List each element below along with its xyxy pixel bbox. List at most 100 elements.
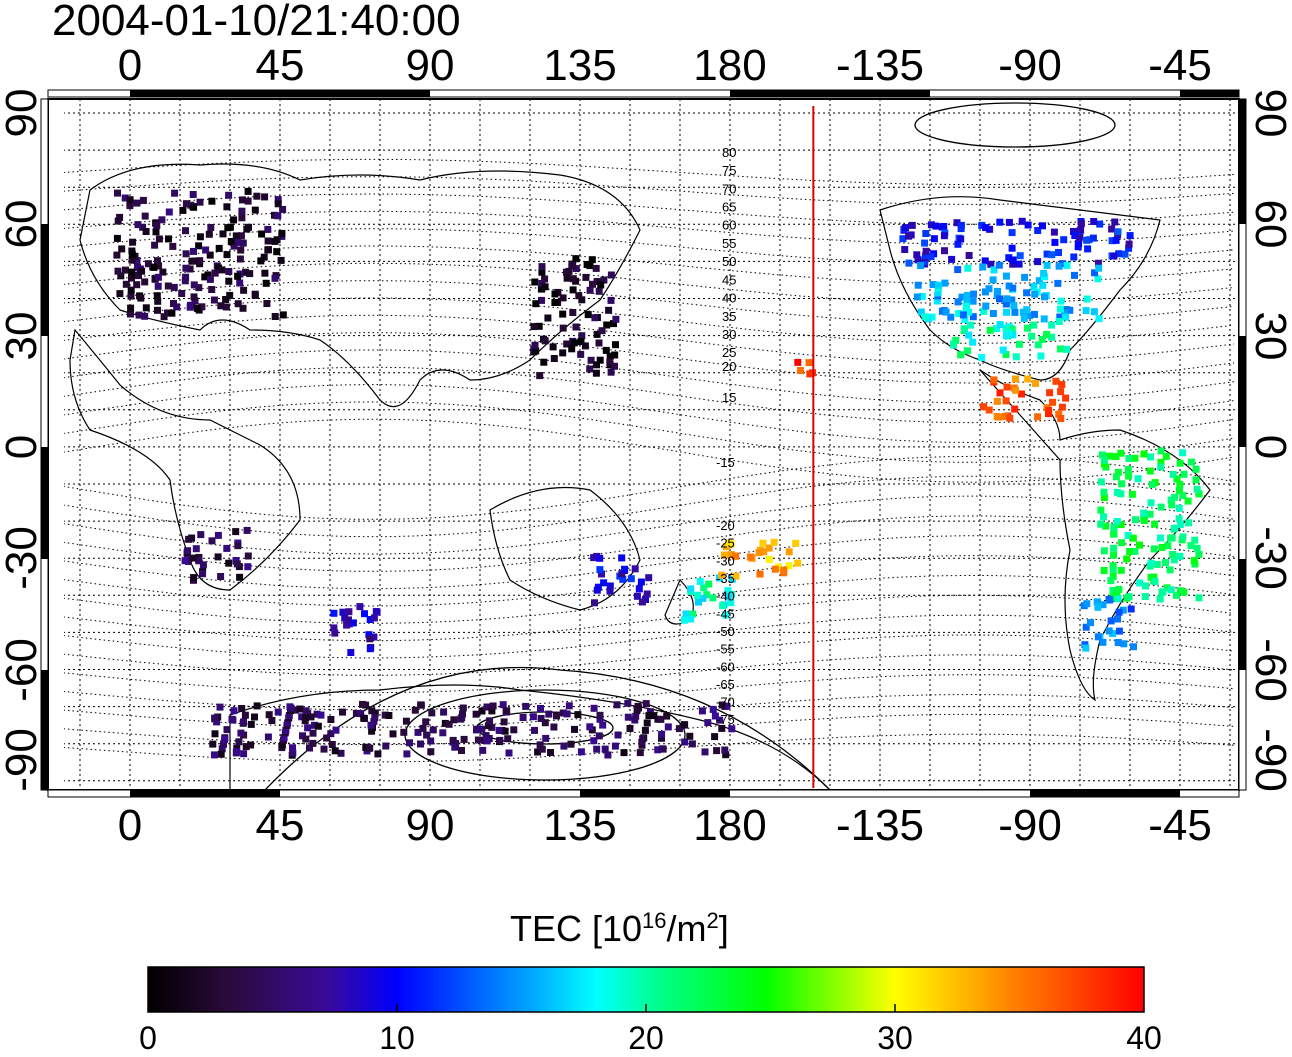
tec-cell <box>1191 536 1199 544</box>
tec-cell <box>345 616 352 624</box>
tec-cell <box>1136 541 1143 549</box>
tec-cell <box>1089 234 1097 242</box>
tec-cell <box>1125 455 1133 462</box>
tec-cell <box>551 299 559 306</box>
tec-cell <box>645 574 653 582</box>
tec-cell <box>1009 331 1017 339</box>
tec-cell <box>1180 470 1188 478</box>
tec-cell <box>247 720 255 728</box>
tec-cell <box>191 297 199 305</box>
tec-cell <box>313 710 321 718</box>
tec-cell <box>263 300 271 307</box>
tec-cell <box>618 570 626 578</box>
tec-cell <box>347 649 355 656</box>
tec-cell <box>590 737 598 745</box>
tec-cell <box>142 304 150 312</box>
tec-cell <box>955 310 963 317</box>
tec-cell <box>996 218 1004 226</box>
tec-cell <box>262 279 270 287</box>
colorbar-tick: 10 <box>379 1020 415 1056</box>
tec-cell <box>1167 534 1175 542</box>
tec-cell <box>279 311 287 319</box>
tec-cell <box>1125 472 1133 480</box>
tec-cell <box>258 230 266 238</box>
tec-cell <box>116 213 124 221</box>
tec-cell <box>1176 487 1183 495</box>
tec-cell <box>1109 565 1117 573</box>
contour-label: 45 <box>722 272 736 287</box>
tec-cell <box>226 291 234 299</box>
contour-label: -45 <box>716 606 735 621</box>
tec-cell <box>553 712 560 720</box>
tec-cell <box>282 726 290 734</box>
tec-cell <box>327 716 335 723</box>
tec-cell <box>578 332 586 340</box>
tec-cell <box>198 303 206 311</box>
contour-label: -20 <box>716 518 735 533</box>
tec-cell <box>284 719 292 727</box>
tec-cell <box>122 266 129 274</box>
tec-cell <box>1110 252 1118 260</box>
tec-cell <box>611 362 618 370</box>
tec-cell <box>1010 302 1018 310</box>
magnetic-contour <box>64 262 1235 305</box>
tec-cell <box>505 749 513 757</box>
tec-cell <box>357 710 365 718</box>
tec-cell <box>472 710 480 718</box>
tec-cell <box>1129 534 1137 542</box>
tec-cell <box>598 570 605 578</box>
magnetic-contour <box>64 614 1235 659</box>
tec-cell <box>247 741 255 749</box>
tec-cell <box>459 704 467 712</box>
tec-cell <box>987 260 995 268</box>
tec-cell <box>559 709 567 717</box>
tec-cell <box>181 557 189 565</box>
tec-cell <box>202 246 210 254</box>
tec-cell <box>1114 639 1122 646</box>
tec-cell <box>686 732 694 740</box>
tec-cell <box>1016 252 1024 260</box>
tec-cell <box>606 587 614 595</box>
tec-cell <box>995 413 1002 421</box>
tec-cell <box>1185 519 1193 527</box>
tec-cell <box>619 575 627 583</box>
tec-cell <box>1192 476 1200 484</box>
tec-cell <box>530 323 538 331</box>
tec-cell <box>229 716 237 724</box>
tec-cell <box>260 253 268 261</box>
tec-cell <box>141 278 149 286</box>
tec-cell <box>339 608 347 616</box>
tec-cell <box>933 297 941 305</box>
tec-cell <box>641 726 649 734</box>
tec-cell <box>201 273 209 281</box>
tec-cell <box>965 308 973 316</box>
top-lon-tick: 90 <box>405 41 455 90</box>
tec-cell <box>1100 547 1108 555</box>
tec-cell <box>141 312 149 320</box>
tec-cell <box>965 252 973 259</box>
tec-cell <box>999 346 1007 354</box>
tec-cell <box>182 227 189 235</box>
tec-cell <box>209 740 217 748</box>
tec-cell <box>1195 594 1203 602</box>
tec-cell <box>1057 415 1065 422</box>
tec-cell <box>277 256 285 264</box>
tec-cell <box>621 565 629 573</box>
tec-cell <box>1021 273 1029 281</box>
tec-cell <box>1109 562 1117 570</box>
tec-cell <box>551 290 559 298</box>
tec-cell <box>614 731 622 739</box>
tec-cell <box>1058 381 1066 389</box>
tec-cell <box>360 714 368 722</box>
tec-cell <box>289 744 296 752</box>
tec-cell <box>1043 261 1051 269</box>
tec-cell <box>1108 237 1116 245</box>
tec-cell <box>631 565 639 573</box>
tec-cell <box>618 554 626 562</box>
tec-cell <box>135 311 143 319</box>
tec-cell <box>724 587 732 595</box>
tec-cell <box>1011 405 1019 413</box>
tec-cell <box>704 719 712 727</box>
tec-cell <box>225 191 233 199</box>
tec-cell <box>1099 601 1107 609</box>
